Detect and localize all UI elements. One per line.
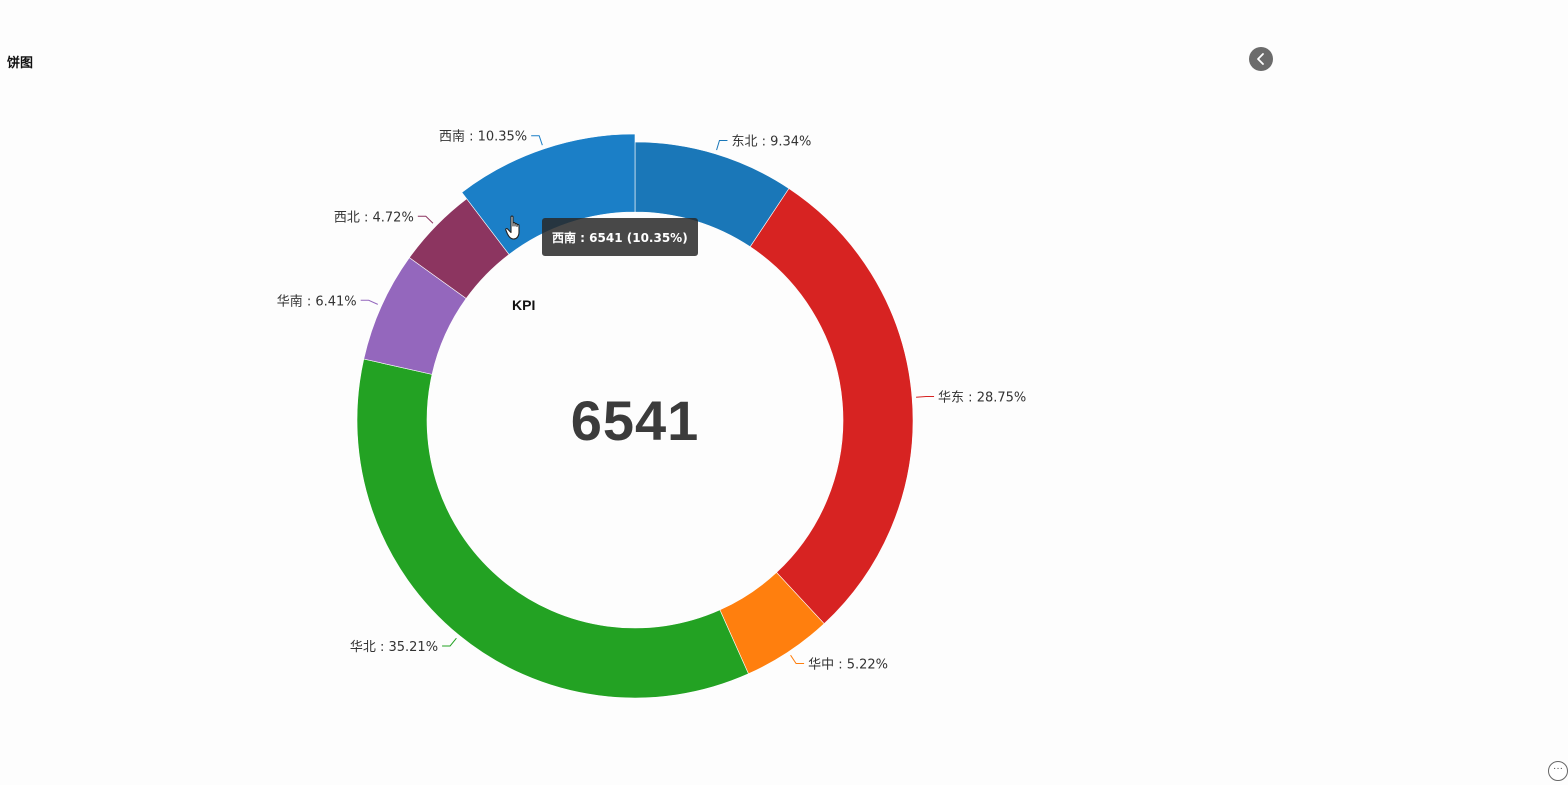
more-options-button[interactable]: ··· bbox=[1548, 761, 1568, 781]
slice-label-1: 华东 : 28.75% bbox=[938, 390, 1026, 405]
kpi-label: KPI bbox=[512, 297, 536, 313]
slice-tooltip: 西南 : 6541 (10.35%) bbox=[542, 218, 698, 256]
chevron-left-icon bbox=[1257, 53, 1264, 65]
pie-slice-3[interactable] bbox=[356, 358, 749, 699]
hand-pointer-icon bbox=[505, 215, 520, 240]
slice-leader-line-4 bbox=[360, 299, 379, 305]
slice-leader-line-2 bbox=[790, 654, 805, 665]
pie-slice-6[interactable] bbox=[461, 133, 636, 255]
collapse-button[interactable] bbox=[1249, 47, 1273, 71]
slice-leader-line-5 bbox=[417, 215, 434, 224]
pie-slice-1[interactable] bbox=[749, 188, 914, 625]
slice-leader-line-3 bbox=[442, 637, 457, 647]
slice-leader-line-6 bbox=[531, 135, 543, 146]
slice-label-2: 华中 : 5.22% bbox=[808, 658, 888, 673]
slice-label-3: 华北 : 35.21% bbox=[350, 640, 438, 655]
slice-label-5: 西北 : 4.72% bbox=[334, 210, 414, 225]
slice-leader-line-1 bbox=[916, 395, 935, 398]
slice-label-0: 东北 : 9.34% bbox=[731, 134, 811, 149]
panel-title: 饼图 bbox=[7, 56, 34, 71]
more-options-icon: ··· bbox=[1553, 763, 1563, 774]
slice-leader-line-0 bbox=[716, 139, 728, 151]
slice-label-6: 西南 : 10.35% bbox=[439, 129, 527, 145]
kpi-value: 6541 bbox=[570, 389, 700, 452]
slice-label-4: 华南 : 6.41% bbox=[277, 293, 357, 309]
